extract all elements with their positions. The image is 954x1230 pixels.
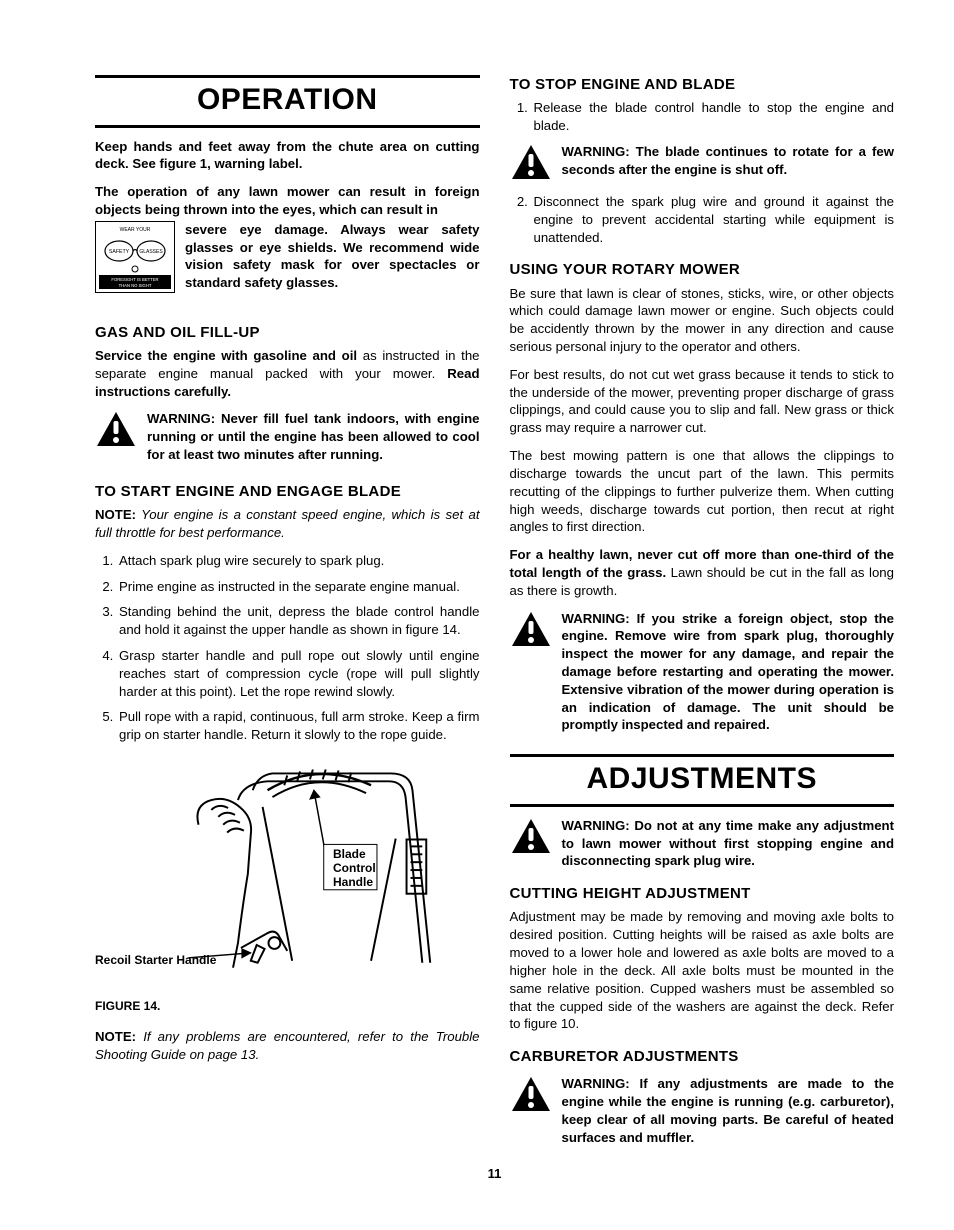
rotary-head: USING YOUR ROTARY MOWER xyxy=(510,260,895,280)
trouble-note: NOTE: If any problems are encountered, r… xyxy=(95,1028,480,1064)
start-step: Pull rope with a rapid, continuous, full… xyxy=(117,708,480,744)
stop-head: TO STOP ENGINE AND BLADE xyxy=(510,75,895,95)
svg-text:WEAR YOUR: WEAR YOUR xyxy=(120,227,151,233)
start-step: Attach spark plug wire securely to spark… xyxy=(117,552,480,570)
intro1: Keep hands and feet away from the chute … xyxy=(95,138,480,174)
gas-p1: Service the engine with gasoline and oil… xyxy=(95,347,480,400)
warning-icon xyxy=(510,143,552,181)
safety-glasses-icon: WEAR YOUR SAFETY GLASSES FORESIGHT IS BE… xyxy=(95,221,175,293)
rotary-warn-text: WARNING: If you strike a foreign object,… xyxy=(562,610,895,735)
gas-warn-text: WARNING: Never fill fuel tank indoors, w… xyxy=(147,410,480,463)
rotary-p4: For a healthy lawn, never cut off more t… xyxy=(510,546,895,599)
stop-step: Release the blade control handle to stop… xyxy=(532,99,895,135)
carb-warning: WARNING: If any adjustments are made to … xyxy=(510,1075,895,1146)
stop-steps-1: Release the blade control handle to stop… xyxy=(510,99,895,135)
note-body: If any problems are encountered, refer t… xyxy=(95,1029,480,1062)
figure-14: Blade Control Handle Recoil Starter Hand… xyxy=(95,754,480,1014)
left-column: OPERATION Keep hands and feet away from … xyxy=(95,75,480,1147)
start-head: TO START ENGINE AND ENGAGE BLADE xyxy=(95,482,480,502)
adj-warn-text: WARNING: Do not at any time make any adj… xyxy=(562,817,895,870)
start-step: Prime engine as instructed in the separa… xyxy=(117,578,480,596)
page-columns: OPERATION Keep hands and feet away from … xyxy=(95,75,894,1147)
warning-icon xyxy=(510,1075,552,1113)
intro2-lead: The operation of any lawn mower can resu… xyxy=(95,183,480,219)
warning-icon xyxy=(510,610,552,648)
warning-icon xyxy=(95,410,137,448)
stop-step: Disconnect the spark plug wire and groun… xyxy=(532,193,895,246)
rotary-p2: For best results, do not cut wet grass b… xyxy=(510,366,895,437)
fig-label-blade: Blade Control Handle xyxy=(333,848,381,889)
warning-icon xyxy=(510,817,552,855)
gas-p1a: Service the engine with gasoline and oil xyxy=(95,348,357,363)
start-note: NOTE: Your engine is a constant speed en… xyxy=(95,506,480,542)
page-number: 11 xyxy=(95,1165,894,1183)
rotary-warning: WARNING: If you strike a foreign object,… xyxy=(510,610,895,735)
note-label: NOTE: xyxy=(95,507,136,522)
glasses-block: WEAR YOUR SAFETY GLASSES FORESIGHT IS BE… xyxy=(95,221,480,293)
rotary-p3: The best mowing pattern is one that allo… xyxy=(510,447,895,536)
adj-warning: WARNING: Do not at any time make any adj… xyxy=(510,817,895,870)
cut-p1: Adjustment may be made by removing and m… xyxy=(510,908,895,1033)
cut-head: CUTTING HEIGHT ADJUSTMENT xyxy=(510,884,895,904)
stop-warn-text: WARNING: The blade continues to rotate f… xyxy=(562,143,895,179)
svg-text:FORESIGHT IS BETTER: FORESIGHT IS BETTER xyxy=(111,277,158,282)
intro2-rest: severe eye damage. Always wear safety gl… xyxy=(185,221,480,292)
start-steps: Attach spark plug wire securely to spark… xyxy=(95,552,480,744)
carb-warn-text: WARNING: If any adjustments are made to … xyxy=(562,1075,895,1146)
svg-text:THAN NO SIGHT: THAN NO SIGHT xyxy=(119,283,152,288)
operation-title: OPERATION xyxy=(95,75,480,128)
fig-label-recoil: Recoil Starter Handle xyxy=(95,954,216,968)
adjustments-title: ADJUSTMENTS xyxy=(510,754,895,807)
gas-warning: WARNING: Never fill fuel tank indoors, w… xyxy=(95,410,480,463)
right-column: TO STOP ENGINE AND BLADE Release the bla… xyxy=(510,75,895,1147)
stop-warning: WARNING: The blade continues to rotate f… xyxy=(510,143,895,181)
start-step: Grasp starter handle and pull rope out s… xyxy=(117,647,480,700)
note-body: Your engine is a constant speed engine, … xyxy=(95,507,480,540)
note-label: NOTE: xyxy=(95,1029,136,1044)
start-step: Standing behind the unit, depress the bl… xyxy=(117,603,480,639)
svg-text:SAFETY: SAFETY xyxy=(109,249,130,255)
svg-text:GLASSES: GLASSES xyxy=(139,249,163,255)
stop-steps-2: Disconnect the spark plug wire and groun… xyxy=(510,193,895,246)
fig-caption: FIGURE 14. xyxy=(95,998,480,1014)
rotary-p1: Be sure that lawn is clear of stones, st… xyxy=(510,285,895,356)
carb-head: CARBURETOR ADJUSTMENTS xyxy=(510,1047,895,1067)
gas-head: GAS AND OIL FILL-UP xyxy=(95,323,480,343)
